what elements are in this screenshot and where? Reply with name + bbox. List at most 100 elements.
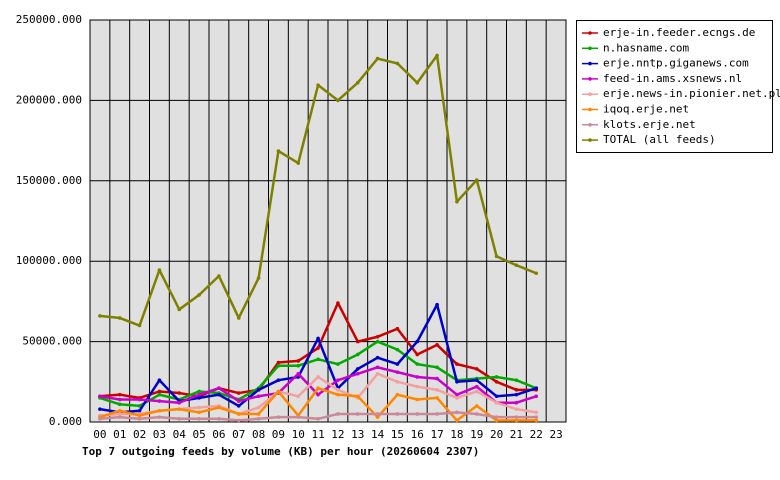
legend-dot (588, 138, 592, 142)
x-tick-label: 21 (510, 428, 523, 441)
legend-label: feed-in.ams.xsnews.nl (603, 72, 742, 85)
point (336, 362, 340, 366)
point (316, 392, 320, 397)
point (236, 316, 241, 320)
point (276, 378, 281, 382)
x-tick-label: 22 (530, 428, 543, 441)
point (514, 378, 519, 382)
point (276, 389, 281, 394)
point (296, 371, 301, 376)
point (336, 378, 340, 382)
point (217, 416, 221, 421)
point (217, 392, 221, 397)
point (256, 394, 261, 399)
point (177, 416, 182, 421)
point (177, 400, 182, 405)
y-tick-label: 150000.000 (16, 174, 82, 187)
legend-label: n.hasname.com (603, 41, 689, 54)
point (474, 404, 479, 408)
point (435, 388, 439, 392)
point (355, 412, 360, 416)
point (316, 346, 320, 350)
x-tick-label: 05 (192, 428, 205, 441)
point (296, 415, 301, 419)
point (98, 407, 102, 411)
point (534, 410, 539, 415)
point (415, 352, 420, 357)
point (514, 407, 519, 411)
point (494, 394, 499, 399)
point (217, 405, 221, 410)
x-tick-label: 12 (331, 428, 344, 441)
point (514, 415, 519, 419)
legend-label: erje.nntp.giganews.com (603, 57, 749, 70)
point (316, 375, 320, 379)
point (415, 375, 420, 379)
point (117, 392, 122, 397)
point (316, 416, 320, 421)
point (494, 375, 499, 379)
x-tick-label: 13 (351, 428, 364, 441)
legend-dot (588, 61, 592, 66)
point (177, 307, 182, 312)
point (336, 98, 340, 103)
point (137, 397, 142, 402)
point (474, 178, 479, 182)
point (534, 418, 539, 423)
point (197, 416, 201, 421)
point (117, 408, 122, 413)
x-tick-label: 07 (232, 428, 245, 441)
point (355, 371, 360, 376)
point (514, 400, 519, 405)
point (177, 407, 182, 411)
point (494, 254, 499, 259)
legend-label: klots.erje.net (603, 118, 696, 131)
point (217, 274, 221, 278)
legend-label: TOTAL (all feeds) (603, 133, 716, 146)
legend-dot (588, 123, 592, 127)
point (197, 410, 201, 415)
point (296, 394, 301, 399)
point (256, 276, 261, 280)
x-tick-label: 11 (311, 428, 324, 441)
point (514, 263, 519, 268)
x-tick-label: 04 (173, 428, 187, 441)
x-tick-label: 17 (430, 428, 443, 441)
point (98, 394, 102, 399)
point (137, 404, 142, 408)
point (336, 301, 340, 305)
point (514, 388, 519, 392)
point (157, 399, 162, 403)
point (157, 389, 162, 394)
point (474, 367, 479, 371)
point (276, 360, 281, 365)
point (415, 80, 420, 85)
point (296, 161, 301, 165)
legend-box (576, 20, 773, 153)
point (494, 380, 499, 384)
point (455, 199, 459, 204)
y-tick-label: 0.000 (49, 415, 82, 428)
point (296, 363, 301, 368)
x-tick-label: 01 (113, 428, 126, 441)
point (415, 362, 420, 366)
point (395, 362, 400, 366)
point (157, 408, 162, 413)
point (395, 347, 400, 352)
point (494, 415, 499, 419)
point (117, 397, 122, 402)
point (534, 415, 539, 419)
point (534, 271, 539, 276)
point (276, 149, 281, 153)
x-tick-label: 02 (133, 428, 146, 441)
point (217, 386, 221, 391)
x-tick-label: 23 (549, 428, 562, 441)
point (435, 343, 439, 347)
x-tick-label: 18 (450, 428, 463, 441)
point (395, 412, 400, 416)
point (355, 367, 360, 371)
point (355, 80, 360, 85)
point (117, 415, 122, 419)
point (316, 386, 320, 391)
point (236, 418, 241, 423)
